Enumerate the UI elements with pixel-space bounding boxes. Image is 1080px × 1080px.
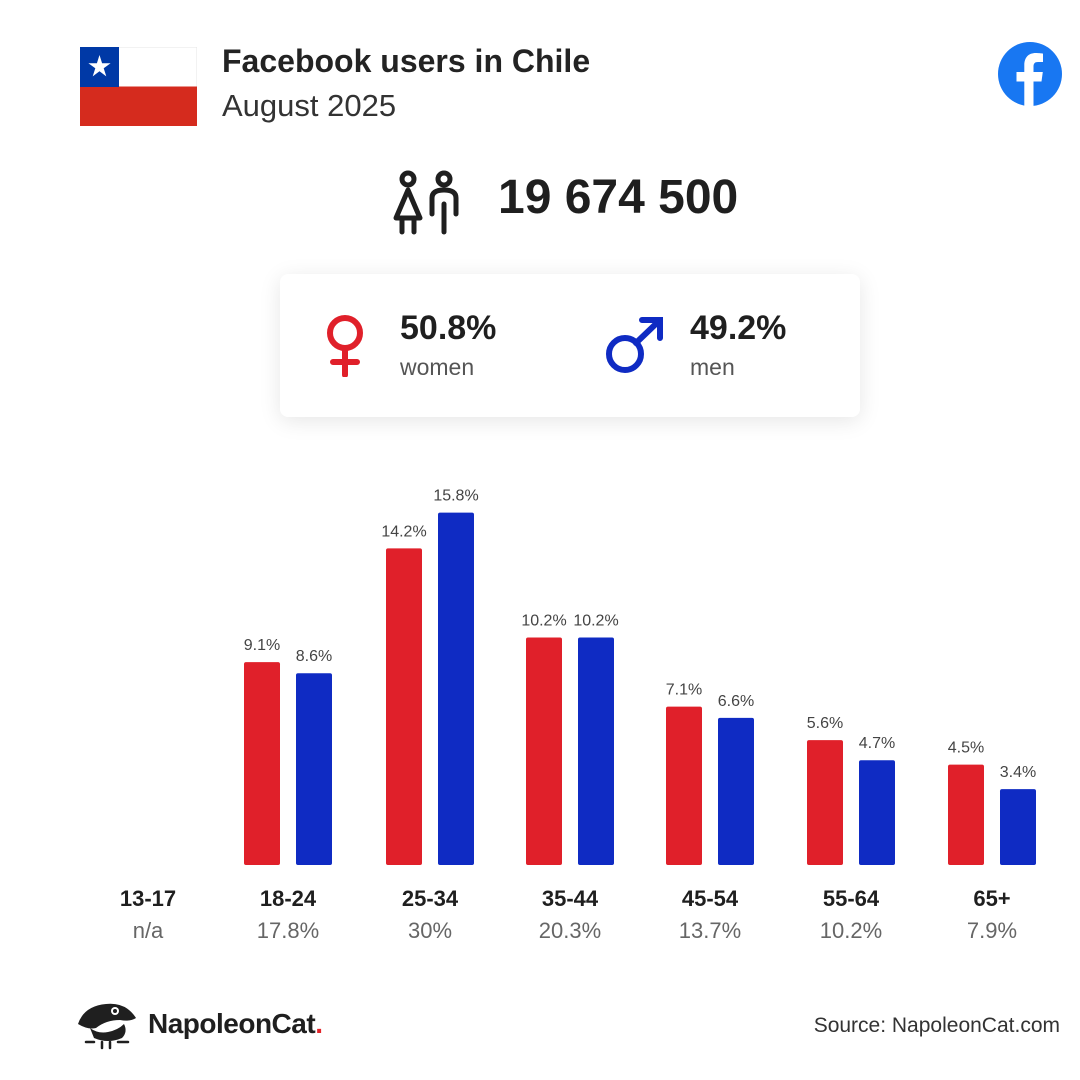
male-symbol-icon	[606, 317, 663, 373]
women-percent: 50.8%	[400, 309, 497, 347]
bar-men-18-24	[296, 673, 332, 865]
facebook-logo-icon	[998, 42, 1062, 107]
category-label-35-44: 35-44	[542, 886, 599, 911]
value-label-men-55-64: 4.7%	[859, 735, 895, 752]
page-subtitle: August 2025	[222, 88, 397, 123]
page-title: Facebook users in Chile	[222, 43, 591, 79]
users-icon	[393, 170, 459, 235]
value-label-men-65+: 3.4%	[1000, 764, 1036, 781]
men-percent: 49.2%	[690, 309, 787, 347]
gender-card	[280, 274, 860, 417]
total-users: 19 674 500	[498, 171, 739, 224]
bar-men-65+	[1000, 789, 1036, 865]
bar-women-45-54	[666, 706, 702, 865]
bar-men-25-34	[438, 512, 474, 865]
category-total-18-24: 17.8%	[257, 918, 319, 943]
men-label: men	[690, 354, 735, 380]
value-label-men-45-54: 6.6%	[718, 693, 754, 710]
napoleoncat-logo-icon	[78, 1003, 136, 1050]
value-label-women-45-54: 7.1%	[666, 682, 702, 699]
category-total-25-34: 30%	[408, 918, 452, 943]
value-label-women-65+: 4.5%	[948, 740, 984, 757]
bar-women-25-34	[386, 548, 422, 865]
women-label: women	[400, 354, 475, 380]
value-label-men-25-34: 15.8%	[433, 488, 478, 505]
category-label-18-24: 18-24	[260, 886, 317, 911]
bar-women-35-44	[526, 637, 562, 865]
bar-women-18-24	[244, 662, 280, 865]
value-label-women-35-44: 10.2%	[521, 613, 566, 630]
category-total-65+: 7.9%	[967, 918, 1017, 943]
bar-men-45-54	[718, 717, 754, 865]
source-credit: Source: NapoleonCat.com	[813, 1014, 1060, 1037]
category-total-45-54: 13.7%	[679, 918, 741, 943]
category-total-35-44: 20.3%	[539, 918, 601, 943]
category-label-45-54: 45-54	[682, 886, 739, 911]
category-total-55-64: 10.2%	[820, 918, 882, 943]
chile-flag-icon	[80, 47, 197, 126]
value-label-women-55-64: 5.6%	[807, 715, 843, 732]
value-label-women-25-34: 14.2%	[381, 523, 426, 540]
female-symbol-icon	[327, 315, 363, 377]
napoleoncat-logo-text: NapoleonCat.	[148, 1008, 323, 1039]
bar-women-55-64	[807, 740, 843, 865]
category-total-13-17: n/a	[133, 918, 164, 943]
value-label-men-35-44: 10.2%	[573, 613, 618, 630]
value-label-women-18-24: 9.1%	[244, 637, 280, 654]
bar-men-55-64	[859, 760, 895, 865]
bar-men-35-44	[578, 637, 614, 865]
age-gender-bar-chart: 13-17 n/a 9.1% 8.6% 18-24 17.8% 14.2% 15.8% 25-3…	[120, 488, 1036, 943]
category-label-55-64: 55-64	[823, 886, 880, 911]
bar-women-65+	[948, 764, 984, 865]
category-label-13-17: 13-17	[120, 886, 176, 911]
value-label-men-18-24: 8.6%	[296, 648, 332, 665]
category-label-25-34: 25-34	[402, 886, 459, 911]
category-label-65+: 65+	[973, 886, 1010, 911]
